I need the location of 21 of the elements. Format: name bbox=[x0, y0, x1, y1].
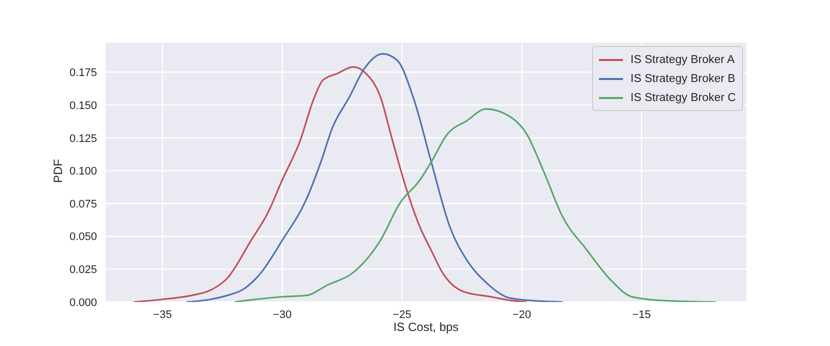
x-tick-label: −15 bbox=[632, 308, 651, 321]
y-tick-label: 0.050 bbox=[69, 231, 97, 244]
legend-label: IS Strategy Broker B bbox=[630, 72, 736, 84]
y-axis-title: PDF bbox=[51, 158, 65, 185]
line-series bbox=[234, 108, 717, 302]
y-tick-label: 0.025 bbox=[69, 264, 97, 276]
y-tick-label: 0.175 bbox=[69, 67, 97, 80]
x-tick-label: −35 bbox=[153, 308, 172, 321]
x-tick-label: −25 bbox=[392, 308, 412, 321]
line-series bbox=[186, 53, 564, 302]
y-tick-label: 0.000 bbox=[69, 296, 97, 309]
line-series bbox=[132, 66, 528, 302]
x-tick-label: −20 bbox=[512, 308, 532, 321]
legend-label: IS Strategy Broker C bbox=[630, 92, 736, 104]
x-axis-title: IS Cost, bps bbox=[392, 320, 460, 334]
y-tick-label: 0.075 bbox=[69, 198, 97, 210]
y-tick-label: 0.150 bbox=[69, 100, 97, 112]
legend-label: IS Strategy Broker A bbox=[630, 54, 735, 66]
x-tick-label: −30 bbox=[272, 308, 292, 321]
y-tick-label: 0.100 bbox=[69, 166, 97, 178]
y-tick-label: 0.125 bbox=[69, 132, 97, 145]
